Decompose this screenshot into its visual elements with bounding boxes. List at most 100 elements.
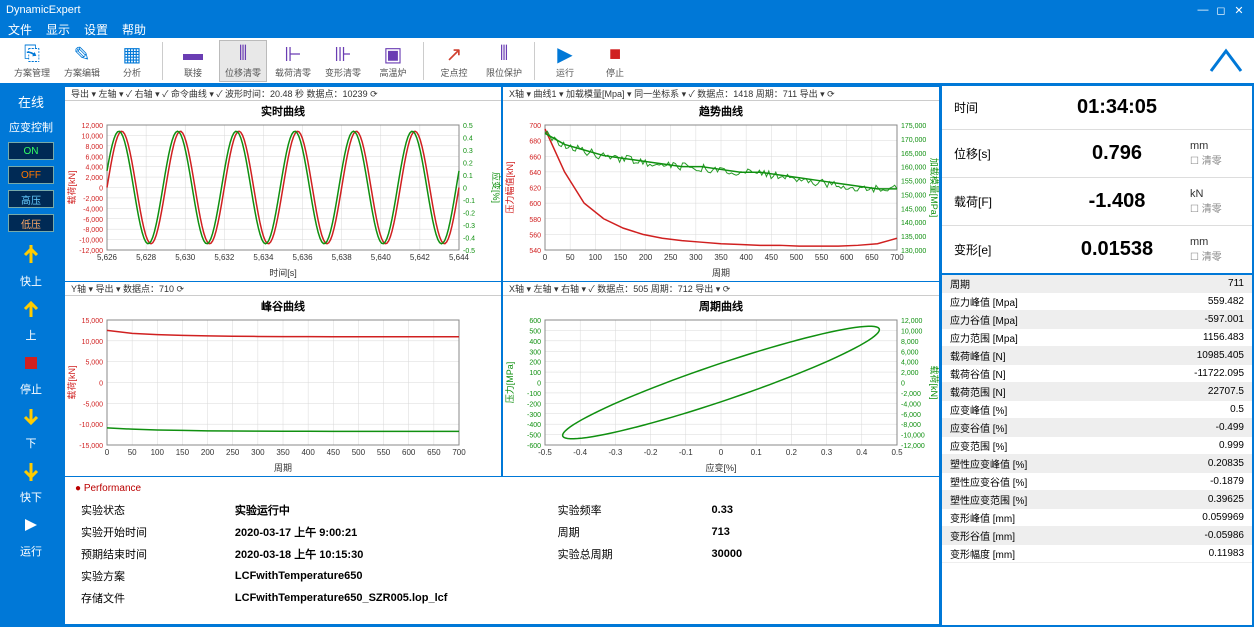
- svg-text:100: 100: [151, 448, 165, 457]
- perf-row: 存储文件LCFwithTemperature650_SZR005.lop_lcf: [77, 588, 927, 608]
- logo: [1206, 46, 1246, 76]
- svg-text:15,000: 15,000: [82, 318, 104, 325]
- svg-text:载荷[kN]: 载荷[kN]: [66, 365, 77, 399]
- svg-text:5,632: 5,632: [214, 253, 235, 262]
- readout-value: 0.796: [1044, 142, 1190, 165]
- svg-text:620: 620: [529, 186, 541, 193]
- tool-停止[interactable]: ■停止: [591, 40, 639, 82]
- menu-文件[interactable]: 文件: [8, 21, 32, 38]
- sidebar-快上[interactable]: 快上: [16, 237, 46, 289]
- svg-text:6,000: 6,000: [901, 349, 919, 356]
- tool-label: 定点控: [440, 66, 467, 79]
- svg-text:-2,000: -2,000: [83, 196, 103, 203]
- performance-header: ● Performance: [75, 483, 929, 494]
- sidebar-快下[interactable]: 快下: [16, 453, 46, 505]
- on-button[interactable]: ON: [8, 142, 54, 160]
- svg-text:-10,000: -10,000: [79, 238, 103, 245]
- tool-变形清零[interactable]: ⊪变形清零: [319, 40, 367, 82]
- readout-label: 时间: [954, 99, 1044, 116]
- svg-text:应变[%]: 应变[%]: [491, 172, 501, 203]
- sidebar-label: 运行: [20, 543, 42, 559]
- chart-toolbar-1[interactable]: 导出 ▾ 左轴 ▾ ✓ 右轴 ▾ ✓ 命令曲线 ▾ ✓ 波形时间：20.48 秒…: [65, 87, 501, 101]
- tool-icon: ⊪: [331, 42, 355, 66]
- svg-text:300: 300: [529, 349, 541, 356]
- chart-cycle: X轴 ▾ 左轴 ▾ 右轴 ▾ ✓ 数据点：505 周期：712 导出 ▾ ⟳ 周…: [502, 281, 940, 476]
- tool-方案编辑[interactable]: ✎方案编辑: [58, 40, 106, 82]
- tool-label: 高温炉: [379, 66, 406, 79]
- svg-text:550: 550: [815, 253, 829, 262]
- svg-text:0: 0: [543, 253, 548, 262]
- svg-text:-6,000: -6,000: [901, 412, 921, 419]
- svg-text:5,634: 5,634: [253, 253, 274, 262]
- svg-text:0.1: 0.1: [463, 173, 473, 180]
- svg-text:0: 0: [105, 448, 110, 457]
- sidebar-上[interactable]: 上: [16, 291, 46, 343]
- minimize-button[interactable]: —: [1194, 4, 1212, 16]
- close-button[interactable]: ✕: [1230, 4, 1248, 17]
- stat-label: 应力谷值 [Mpa]: [942, 311, 1124, 329]
- stat-label: 塑性应变范围 [%]: [942, 491, 1124, 509]
- high-pressure-button[interactable]: 高压: [8, 190, 54, 208]
- stat-label: 塑性应变峰值 [%]: [942, 455, 1124, 473]
- readout-zero[interactable]: ☐ 清零: [1190, 152, 1240, 167]
- chart-toolbar-4[interactable]: X轴 ▾ 左轴 ▾ 右轴 ▾ ✓ 数据点：505 周期：712 导出 ▾ ⟳: [503, 282, 939, 296]
- right-panel: 时间 01:34:05 位移[s] 0.796 mm ☐ 清零载荷[F] -1.…: [942, 84, 1254, 627]
- tool-载荷清零[interactable]: ⊩载荷清零: [269, 40, 317, 82]
- tool-分析[interactable]: ▦分析: [108, 40, 156, 82]
- sidebar-停止[interactable]: 停止: [16, 345, 46, 397]
- readout-value: 0.01538: [1044, 238, 1190, 261]
- svg-text:0: 0: [901, 381, 905, 388]
- svg-text:140,000: 140,000: [901, 220, 926, 227]
- readout-zero[interactable]: ☐ 清零: [1190, 200, 1240, 215]
- tool-限位保护[interactable]: ⦀限位保护: [480, 40, 528, 82]
- svg-text:0.2: 0.2: [786, 448, 798, 457]
- svg-text:200: 200: [529, 360, 541, 367]
- tool-运行[interactable]: ▶运行: [541, 40, 589, 82]
- svg-text:10,000: 10,000: [901, 328, 923, 335]
- svg-text:压力幅值[kN]: 压力幅值[kN]: [504, 161, 515, 213]
- svg-text:5,638: 5,638: [332, 253, 353, 262]
- svg-text:-8,000: -8,000: [901, 422, 921, 429]
- sidebar-icon: [16, 351, 46, 375]
- chart-toolbar-2[interactable]: X轴 ▾ 曲线1 ▾ 加载模量[Mpa] ▾ 同一坐标系 ▾ ✓ 数据点：141…: [503, 87, 939, 101]
- svg-text:0: 0: [463, 186, 467, 193]
- svg-text:200: 200: [639, 253, 653, 262]
- stat-value: 0.20835: [1124, 455, 1252, 473]
- readout-zero[interactable]: ☐ 清零: [1190, 248, 1240, 263]
- svg-text:周期: 周期: [712, 268, 730, 278]
- tool-icon: ⦀: [231, 42, 255, 66]
- tool-定点控[interactable]: ↗定点控: [430, 40, 478, 82]
- svg-text:700: 700: [452, 448, 466, 457]
- svg-text:4,000: 4,000: [85, 165, 103, 172]
- svg-text:8,000: 8,000: [85, 144, 103, 151]
- stat-row: 变形峰值 [mm]0.059969: [942, 509, 1252, 527]
- low-pressure-button[interactable]: 低压: [8, 214, 54, 232]
- tool-icon: ■: [603, 42, 627, 66]
- tool-label: 方案编辑: [64, 66, 100, 79]
- tool-位移清零[interactable]: ⦀位移清零: [219, 40, 267, 82]
- maximize-button[interactable]: ◻: [1212, 4, 1230, 17]
- sidebar-下[interactable]: 下: [16, 399, 46, 451]
- stat-label: 应变范围 [%]: [942, 437, 1124, 455]
- menu-显示[interactable]: 显示: [46, 21, 70, 38]
- sidebar-运行[interactable]: 运行: [16, 507, 46, 559]
- menu-设置[interactable]: 设置: [84, 21, 108, 38]
- chart-toolbar-3[interactable]: Y轴 ▾ 导出 ▾ 数据点：710 ⟳: [65, 282, 501, 296]
- svg-text:600: 600: [529, 318, 541, 325]
- off-button[interactable]: OFF: [8, 166, 54, 184]
- stat-row: 周期711: [942, 275, 1252, 293]
- svg-text:0: 0: [99, 381, 103, 388]
- svg-text:100: 100: [529, 370, 541, 377]
- stat-row: 应力峰值 [Mpa]559.482: [942, 293, 1252, 311]
- menu-帮助[interactable]: 帮助: [122, 21, 146, 38]
- stat-row: 塑性应变谷值 [%]-0.1879: [942, 473, 1252, 491]
- sidebar-label: 下: [26, 435, 37, 451]
- svg-text:-12,000: -12,000: [901, 443, 925, 450]
- tool-方案管理[interactable]: ⎘方案管理: [8, 40, 56, 82]
- tool-icon: ▬: [181, 42, 205, 66]
- svg-text:10,000: 10,000: [82, 133, 104, 140]
- svg-text:8,000: 8,000: [901, 339, 919, 346]
- app-title: DynamicExpert: [6, 4, 81, 16]
- tool-高温炉[interactable]: ▣高温炉: [369, 40, 417, 82]
- tool-联接[interactable]: ▬联接: [169, 40, 217, 82]
